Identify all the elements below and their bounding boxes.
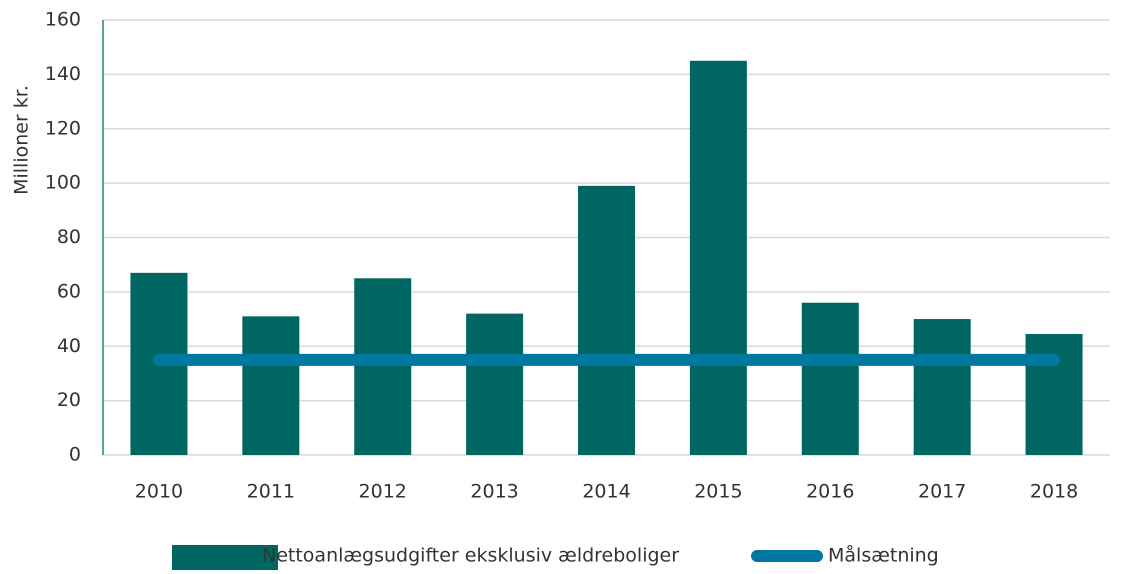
x-tick-label: 2014 — [582, 481, 630, 503]
y-tick-label: 100 — [45, 172, 81, 194]
bar — [466, 313, 524, 455]
y-tick-label: 40 — [57, 335, 81, 357]
bar — [801, 302, 859, 455]
x-tick-label: 2013 — [470, 481, 518, 503]
bar — [689, 60, 747, 455]
bar — [354, 278, 412, 455]
legend-label: Nettoanlægsudgifter eksklusiv ældrebolig… — [262, 545, 679, 567]
x-tick-label: 2010 — [135, 481, 183, 503]
y-axis-label: Millioner kr. — [11, 85, 33, 195]
y-tick-label: 120 — [45, 117, 81, 139]
x-tick-label: 2018 — [1030, 481, 1078, 503]
y-tick-label: 160 — [45, 9, 81, 31]
y-tick-label: 0 — [69, 444, 81, 466]
bar — [242, 316, 300, 455]
bar — [578, 185, 635, 455]
y-tick-label: 140 — [45, 63, 81, 85]
x-tick-label: 2015 — [694, 481, 742, 503]
x-tick-label: 2012 — [359, 481, 407, 503]
x-tick-label: 2017 — [918, 481, 966, 503]
y-tick-label: 60 — [57, 280, 81, 302]
y-tick-label: 80 — [57, 226, 81, 248]
bar — [1025, 334, 1083, 455]
legend-label: Målsætning — [828, 544, 939, 567]
bar — [913, 319, 971, 455]
legend-swatch — [172, 545, 278, 570]
x-tick-label: 2011 — [247, 481, 295, 503]
x-tick-label: 2016 — [806, 481, 854, 503]
y-tick-label: 20 — [57, 389, 81, 411]
